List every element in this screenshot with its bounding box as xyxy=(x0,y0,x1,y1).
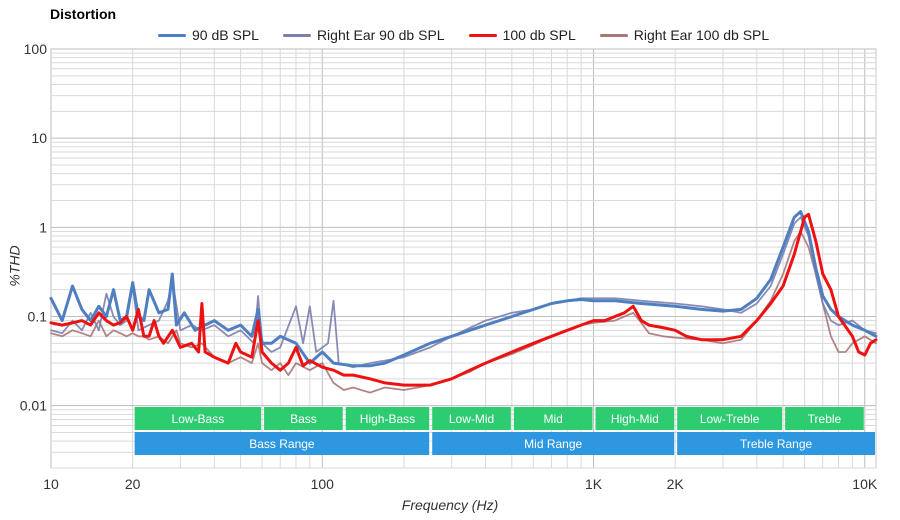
series-lines xyxy=(49,210,878,394)
x-tick-label: 20 xyxy=(125,476,141,492)
series-line xyxy=(50,216,877,369)
legend-swatch xyxy=(599,33,628,37)
y-tick-label: 100 xyxy=(24,41,48,57)
legend-swatch xyxy=(282,33,311,37)
band-label: High-Mid xyxy=(611,412,659,426)
legend-item-90db[interactable]: 90 dB SPL xyxy=(158,27,259,43)
axis-ticks: 10 20 100 1K 2K 10K 100 10 1 0.1 0.01 xyxy=(20,41,878,492)
x-tick-label: 100 xyxy=(311,476,335,492)
chart-legend: 90 dB SPL Right Ear 90 db SPL 100 db SPL… xyxy=(158,27,769,43)
band-bar xyxy=(345,407,430,430)
band-label: Mid Range xyxy=(524,437,582,451)
series-line xyxy=(49,210,878,368)
legend-label: Right Ear 90 db SPL xyxy=(316,27,445,43)
band-bar xyxy=(432,407,511,430)
band-bar xyxy=(785,407,864,430)
band-label: Treble xyxy=(808,412,842,426)
band-label: Bass xyxy=(290,412,317,426)
band-bar xyxy=(513,407,593,430)
x-tick-label: 2K xyxy=(667,476,685,492)
frequency-bands: Low-Bass Bass High-Bass Low-Mid Mid High-Mid L… xyxy=(134,407,875,455)
y-axis-label: %THD xyxy=(6,245,23,287)
band-label: Treble Range xyxy=(740,437,813,451)
legend-label: 90 dB SPL xyxy=(192,27,259,43)
legend-item-right-ear-90db[interactable]: Right Ear 90 db SPL xyxy=(282,27,445,43)
band-label: Low-Treble xyxy=(700,412,760,426)
band-bar xyxy=(595,407,675,430)
legend-swatch xyxy=(468,33,497,37)
series-line xyxy=(49,212,878,387)
y-tick-label: 10 xyxy=(31,130,47,146)
legend-label: 100 db SPL xyxy=(502,27,576,43)
band-label: Mid xyxy=(544,412,563,426)
band-bar xyxy=(264,407,343,430)
legend-item-right-ear-100db[interactable]: Right Ear 100 db SPL xyxy=(599,27,770,43)
grid-lines xyxy=(50,48,877,469)
band-bar xyxy=(134,407,262,430)
y-tick-label: 0.1 xyxy=(28,309,48,325)
x-tick-label: 10K xyxy=(852,476,878,492)
x-tick-label: 1K xyxy=(585,476,603,492)
plot-area xyxy=(50,48,877,469)
band-label: High-Bass xyxy=(360,412,415,426)
band-label: Bass Range xyxy=(249,437,315,451)
band-bar xyxy=(677,407,783,430)
band-bar xyxy=(677,432,875,455)
band-bar xyxy=(432,432,675,455)
x-tick-label: 10 xyxy=(43,476,59,492)
band-label: Low-Mid xyxy=(449,412,494,426)
y-tick-label: 0.01 xyxy=(20,398,47,414)
y-tick-label: 1 xyxy=(39,219,47,235)
legend-swatch xyxy=(158,33,186,37)
legend-label: Right Ear 100 db SPL xyxy=(633,27,770,43)
legend-item-100db[interactable]: 100 db SPL xyxy=(468,27,576,43)
band-label: Low-Bass xyxy=(172,412,225,426)
x-axis-label: Frequency (Hz) xyxy=(401,497,499,513)
band-bar xyxy=(134,432,430,455)
chart-title: Distortion xyxy=(50,6,117,22)
